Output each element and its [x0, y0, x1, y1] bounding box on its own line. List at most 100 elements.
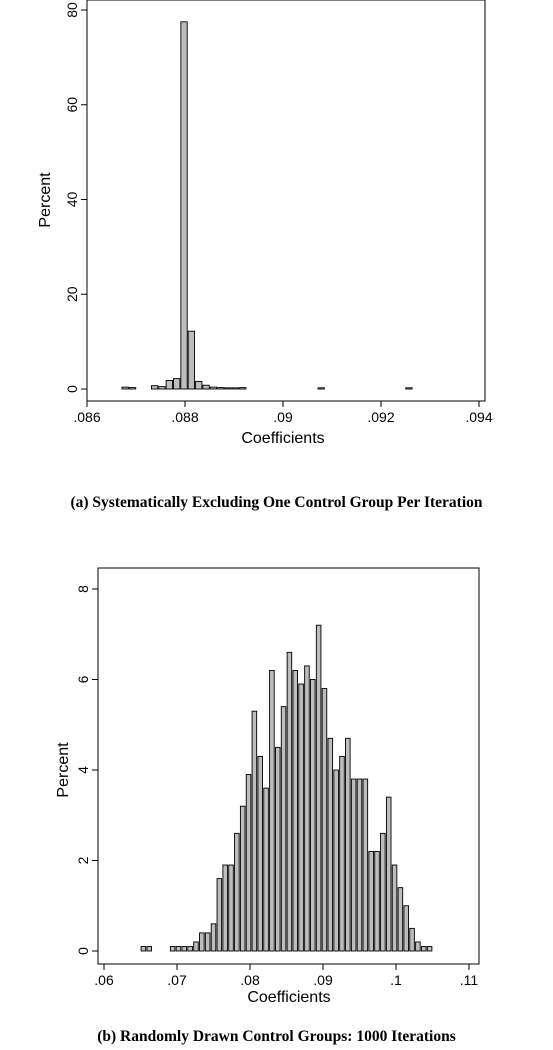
panel-a-y-tick-label: 60 — [64, 97, 80, 113]
panel-b-bar — [409, 927, 415, 952]
panel-b-histogram: 0 2 4 6 8 .06 .07 .08 .09 .1 .11 Percent Coeffici… — [55, 567, 480, 1006]
panel-b-y-tick-label: 6 — [75, 675, 91, 683]
panel-a-caption: (a) Systematically Excluding One Control… — [70, 494, 483, 511]
panel-b-bar — [228, 864, 234, 952]
panel-b-bar — [199, 932, 205, 952]
panel-b-bar — [286, 651, 293, 952]
panel-a-bar — [165, 380, 173, 390]
panel-b-x-tick-label: .08 — [240, 972, 260, 988]
panel-a-x-tick-label: .09 — [273, 409, 293, 425]
panel-b-bar — [374, 851, 380, 952]
panel-b-bar — [380, 832, 386, 952]
panel-a-plot-frame — [86, 0, 486, 402]
panel-b-bar — [146, 946, 153, 952]
panel-b-bar — [333, 769, 339, 952]
panel-a-bar — [158, 386, 166, 390]
panel-b-y-tick-label: 4 — [75, 766, 91, 774]
panel-b-bar — [321, 688, 328, 952]
panel-b-bar — [368, 851, 374, 952]
panel-a-x-axis: .086 .088 .09 .092 .094 — [73, 401, 493, 425]
panel-a-bar — [187, 330, 196, 390]
panel-a-x-axis-label: Coefficients — [241, 430, 324, 447]
panel-a-y-axis-label: Percent — [37, 172, 54, 228]
panel-b-bar — [193, 941, 199, 952]
panel-b-bar — [216, 878, 223, 952]
panel-b-bar — [257, 755, 263, 952]
panel-b-bar — [292, 670, 299, 952]
panel-a-y-tick-label: 0 — [64, 385, 80, 393]
panel-b-bar — [234, 832, 240, 952]
panel-a-histogram: 0 20 40 60 80 .086 .088 .09 .092 .094 Percent Co… — [37, 0, 493, 447]
panel-b-bar — [356, 778, 363, 952]
panel-a-bar — [405, 387, 413, 390]
panel-b-y-tick-label: 2 — [75, 856, 91, 864]
panel-b-bar — [385, 796, 392, 952]
panel-a-y-axis: 0 20 40 60 80 — [64, 2, 87, 393]
panel-b-bar — [420, 946, 427, 952]
panel-a-bar — [180, 21, 188, 390]
panel-a-bar — [317, 387, 325, 390]
panel-b-bar — [345, 737, 351, 952]
panel-b-x-axis: .06 .07 .08 .09 .1 .11 — [94, 964, 478, 988]
panel-b-x-tick-label: .09 — [313, 972, 333, 988]
panel-b-bar — [175, 946, 182, 952]
panel-b-bar — [263, 787, 269, 952]
panel-a-bar — [239, 387, 247, 390]
panel-b-x-tick-label: .11 — [460, 972, 479, 988]
panel-b-bar — [274, 746, 281, 952]
panel-b-x-tick-label: .1 — [390, 972, 402, 988]
panel-b-bar — [315, 624, 322, 952]
panel-b-bar — [169, 946, 176, 952]
panel-b-bar — [350, 778, 357, 952]
panel-b-bars — [140, 624, 433, 952]
panel-a-bar — [231, 387, 240, 390]
panel-b-bar — [391, 864, 398, 952]
panel-b-caption: (b) Randomly Drawn Control Groups: 1000 … — [97, 1028, 456, 1045]
panel-b-bar — [239, 805, 246, 952]
panel-b-y-tick-label: 8 — [75, 585, 91, 593]
panel-b-x-tick-label: .07 — [167, 972, 187, 988]
panel-b-bar — [362, 778, 369, 952]
panel-b-bar — [280, 706, 287, 952]
panel-a-bar — [128, 387, 137, 390]
panel-b-y-tick-label: 0 — [75, 947, 91, 955]
panel-b-y-axis-label: Percent — [55, 742, 72, 798]
panel-a-x-tick-label: .092 — [367, 409, 394, 425]
panel-b-bar — [339, 755, 345, 952]
panel-a-bar — [195, 380, 203, 390]
panel-b-bar — [397, 887, 404, 952]
panel-b-bar — [304, 665, 310, 952]
panel-b-x-tick-label: .06 — [94, 972, 114, 988]
panel-a-x-tick-label: .094 — [465, 409, 492, 425]
panel-b-bar — [298, 683, 304, 952]
panel-b-plot-frame — [97, 567, 480, 965]
panel-a-bar — [173, 378, 181, 390]
panel-b-bar — [269, 670, 275, 952]
panel-b-y-axis: 0 2 4 6 8 — [75, 585, 98, 955]
panel-b-bar — [327, 737, 334, 952]
panel-a-bar — [224, 387, 232, 390]
panel-b-bar — [251, 710, 258, 952]
panel-a-y-tick-label: 80 — [64, 2, 80, 18]
panel-b-bar — [310, 679, 316, 952]
panel-b-bar — [415, 941, 421, 952]
panel-a-y-tick-label: 40 — [64, 192, 80, 208]
panel-b-bar — [204, 932, 211, 952]
panel-a-bar — [209, 386, 218, 390]
panel-b-bar — [140, 946, 147, 952]
panel-b-bar — [210, 923, 217, 952]
panel-a-bars — [121, 21, 413, 390]
panel-b-bar — [181, 946, 188, 952]
panel-a-bar — [202, 384, 210, 390]
panel-a-x-tick-label: .088 — [171, 409, 198, 425]
panel-b-bar — [403, 905, 409, 952]
panel-a-bar — [217, 387, 225, 390]
panel-b-bar — [187, 946, 193, 952]
panel-b-bar — [245, 774, 252, 952]
panel-a-y-tick-label: 20 — [64, 286, 80, 302]
panel-a-x-tick-label: .086 — [73, 409, 100, 425]
panel-b-bar — [222, 864, 228, 952]
panel-a-bar — [121, 386, 129, 390]
panel-a-bar — [150, 385, 159, 390]
